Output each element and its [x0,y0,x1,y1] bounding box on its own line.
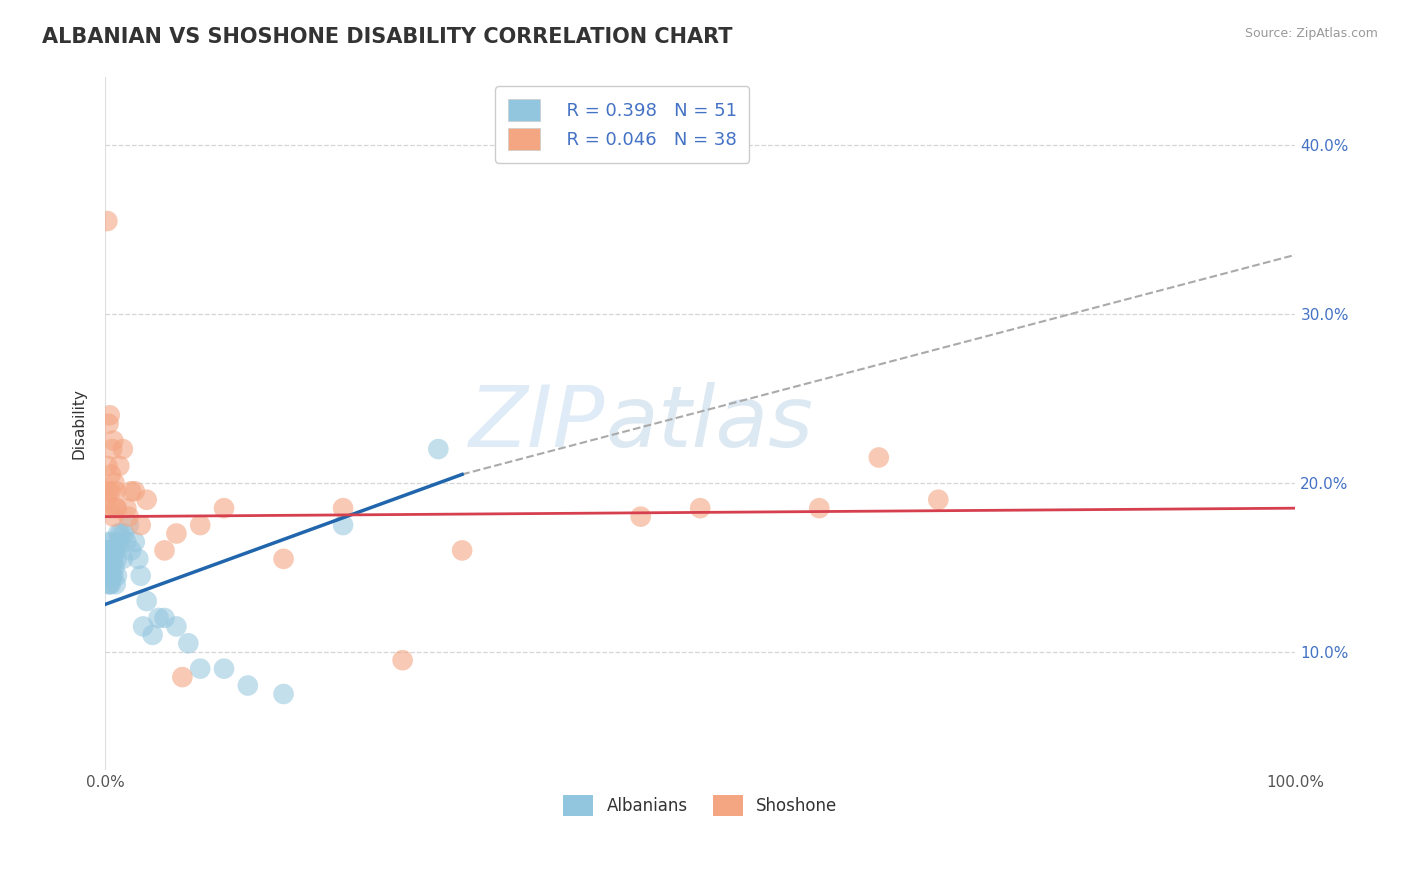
Point [129,518,152,533]
Point [104,577,127,591]
Point [101,535,124,549]
Point [96,458,118,473]
Point [101,442,124,456]
Point [177,636,200,650]
Point [97,552,120,566]
Y-axis label: Disability: Disability [72,388,86,459]
Point [391,653,413,667]
Point [104,484,127,499]
Point [96,552,118,566]
Text: ZIP: ZIP [468,382,605,466]
Point [97,417,120,431]
Point [153,543,176,558]
Point [118,509,141,524]
Point [103,475,125,490]
Text: atlas: atlas [605,382,813,466]
Point [103,552,125,566]
Point [236,679,259,693]
Point [101,568,124,582]
Point [689,501,711,516]
Point [105,568,128,582]
Point [111,442,134,456]
Text: Source: ZipAtlas.com: Source: ZipAtlas.com [1244,27,1378,40]
Point [172,670,194,684]
Point [212,501,235,516]
Point [142,628,165,642]
Point [98,409,121,423]
Point [115,535,138,549]
Point [118,518,141,533]
Point [98,543,121,558]
Point [103,560,125,574]
Point [110,526,132,541]
Point [96,214,118,228]
Point [273,552,295,566]
Point [100,543,122,558]
Point [165,526,187,541]
Point [105,552,128,566]
Point [97,543,120,558]
Point [101,552,124,566]
Point [332,518,354,533]
Point [332,501,354,516]
Point [153,611,176,625]
Point [103,568,125,582]
Point [108,458,131,473]
Point [96,543,118,558]
Point [103,434,125,448]
Point [427,442,450,456]
Point [273,687,295,701]
Point [135,492,157,507]
Point [115,501,138,516]
Point [100,552,122,566]
Text: ALBANIAN VS SHOSHONE DISABILITY CORRELATION CHART: ALBANIAN VS SHOSHONE DISABILITY CORRELAT… [42,27,733,46]
Legend: Albanians, Shoshone: Albanians, Shoshone [555,787,845,824]
Point [98,501,121,516]
Point [100,484,122,499]
Point [188,662,211,676]
Point [451,543,474,558]
Point [148,611,170,625]
Point [97,484,120,499]
Point [100,560,122,574]
Point [132,619,155,633]
Point [103,543,125,558]
Point [165,619,187,633]
Point [104,501,127,516]
Point [96,492,118,507]
Point [108,535,131,549]
Point [135,594,157,608]
Point [96,568,118,582]
Point [100,467,122,482]
Point [212,662,235,676]
Point [120,484,142,499]
Point [105,501,128,516]
Point [188,518,211,533]
Point [96,560,118,574]
Point [107,526,129,541]
Point [124,484,146,499]
Point [808,501,831,516]
Point [96,535,118,549]
Point [868,450,890,465]
Point [129,568,152,582]
Point [100,577,122,591]
Point [98,560,121,574]
Point [112,526,135,541]
Point [120,543,142,558]
Point [103,509,125,524]
Point [98,577,121,591]
Point [630,509,652,524]
Point [97,564,120,578]
Point [127,552,149,566]
Point [124,535,146,549]
Point [97,577,120,591]
Point [927,492,949,507]
Point [111,552,134,566]
Point [104,543,127,558]
